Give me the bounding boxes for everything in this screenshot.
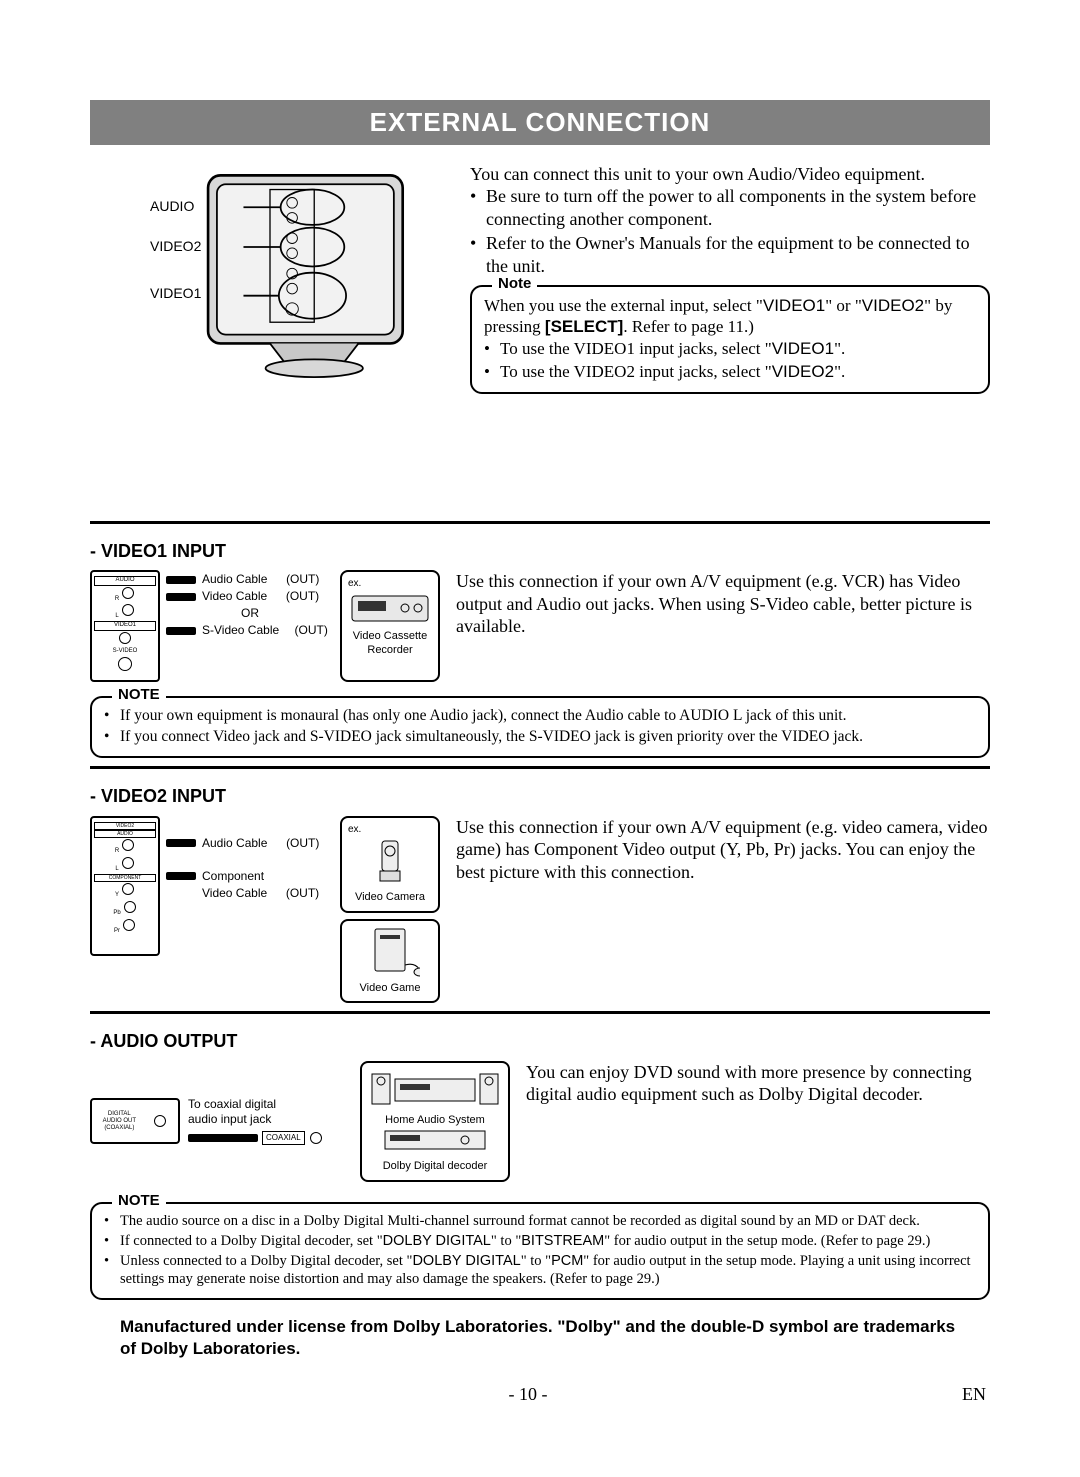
intro-row: AUDIO VIDEO2 VIDEO1 You can connect this…: [90, 163, 990, 503]
note-bullet: If connected to a Dolby Digital decoder,…: [104, 1232, 976, 1250]
video1-heading: - VIDEO1 INPUT: [90, 540, 990, 563]
audio-out-heading: - AUDIO OUTPUT: [90, 1030, 990, 1053]
tv-label-audio: AUDIO: [150, 198, 450, 216]
note-bullet: The audio source on a disc in a Dolby Di…: [104, 1212, 976, 1230]
audio-out-diagram: DIGITAL AUDIO OUT (COAXIAL) To coaxial d…: [90, 1061, 510, 1182]
divider: [90, 766, 990, 769]
page-title: EXTERNAL CONNECTION: [90, 100, 990, 145]
divider: [90, 521, 990, 524]
note-bullet: Unless connected to a Dolby Digital deco…: [104, 1252, 976, 1288]
note-bullet: If your own equipment is monaural (has o…: [104, 706, 976, 725]
tv-back-diagram: AUDIO VIDEO2 VIDEO1: [90, 163, 450, 503]
video2-desc: Use this connection if your own A/V equi…: [456, 816, 990, 1004]
trademark-notice: Manufactured under license from Dolby La…: [90, 1310, 990, 1365]
note-label: NOTE: [112, 686, 166, 705]
tv-label-video2: VIDEO2: [150, 238, 450, 256]
page-number: - 10 -: [509, 1383, 548, 1406]
note-label: Note: [492, 275, 537, 294]
intro-lead: You can connect this unit to your own Au…: [470, 163, 990, 186]
note-bullet: If you connect Video jack and S-VIDEO ja…: [104, 727, 976, 746]
intro-text: You can connect this unit to your own Au…: [470, 163, 990, 503]
video2-diagram: VIDEO2 AUDIO R L COMPONENT Y Pb Pr Audio…: [90, 816, 440, 1004]
lang-code: EN: [962, 1383, 986, 1406]
page-footer: - 10 - EN: [90, 1383, 990, 1406]
audio-out-note: NOTE The audio source on a disc in a Dol…: [90, 1202, 990, 1301]
note-label: NOTE: [112, 1192, 166, 1211]
audio-out-desc: You can enjoy DVD sound with more presen…: [526, 1061, 990, 1182]
video2-heading: - VIDEO2 INPUT: [90, 785, 990, 808]
video1-desc: Use this connection if your own A/V equi…: [456, 570, 990, 682]
video1-diagram: AUDIO R L VIDEO1 S-VIDEO Audio Cable (OU…: [90, 570, 440, 682]
top-note-box: Note When you use the external input, se…: [470, 285, 990, 394]
intro-bullet: Refer to the Owner's Manuals for the equ…: [470, 232, 990, 277]
video1-note: NOTE If your own equipment is monaural (…: [90, 696, 990, 759]
divider: [90, 1011, 990, 1014]
tv-label-video1: VIDEO1: [150, 285, 450, 303]
intro-bullet: Be sure to turn off the power to all com…: [470, 185, 990, 230]
